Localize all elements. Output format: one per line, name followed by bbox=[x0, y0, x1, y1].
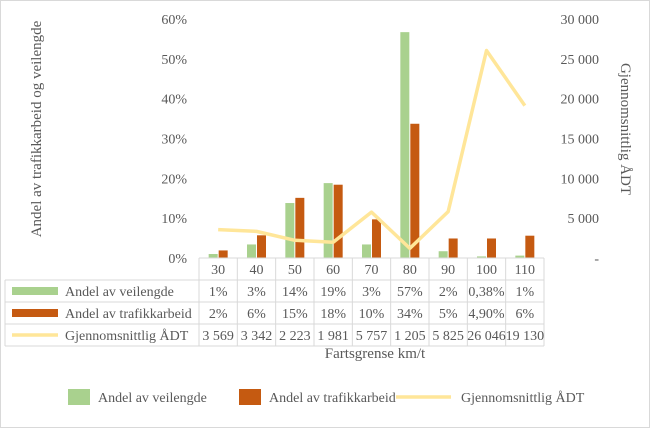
category-label: 70 bbox=[365, 263, 379, 278]
table-cell-value: 15% bbox=[282, 307, 308, 322]
left-axis-tick-label: 30% bbox=[161, 133, 187, 148]
right-axis-tick-label: 30 000 bbox=[561, 13, 600, 28]
table-cell-value: 1 981 bbox=[317, 329, 349, 344]
table-cell-value: 1% bbox=[515, 285, 534, 300]
bar-trafikkarbeid bbox=[295, 197, 305, 258]
left-axis-title: Andel av trafikkarbeid og veilengde bbox=[29, 20, 45, 237]
table-series-key bbox=[12, 287, 58, 295]
right-axis-title: Gjennomsnittlig ÅDT bbox=[617, 63, 633, 195]
right-axis-tick-label: 25 000 bbox=[561, 53, 600, 68]
table-cell-value: 18% bbox=[320, 307, 346, 322]
line-gjennomsnittlig-adt bbox=[218, 48, 527, 251]
legend-key bbox=[68, 389, 90, 405]
table-cell-value: 0,38% bbox=[468, 285, 505, 300]
bar-veilengde bbox=[323, 183, 333, 258]
table-series-name: Andel av trafikkarbeid bbox=[65, 307, 192, 322]
plot-area: 0% 10% 20% 30% 40% 50% 60% - 5 000 10 000 15 000 20… bbox=[161, 13, 599, 267]
category-label: 80 bbox=[403, 263, 417, 278]
table-cell-value: 5% bbox=[439, 307, 458, 322]
table-cell-value: 34% bbox=[397, 307, 423, 322]
bar-trafikkarbeid bbox=[448, 238, 458, 258]
table-series-name: Andel av veilengde bbox=[65, 285, 174, 300]
bar-veilengde bbox=[362, 244, 371, 258]
table-cell-value: 3% bbox=[247, 285, 266, 300]
table-cell-value: 6% bbox=[247, 307, 266, 322]
bar-veilengde bbox=[400, 32, 410, 258]
table-cell-value: 3 569 bbox=[202, 329, 234, 344]
left-axis-tick-label: 40% bbox=[161, 93, 187, 108]
legend-label: Andel av trafikkarbeid bbox=[269, 391, 396, 406]
bar-trafikkarbeid bbox=[372, 219, 381, 258]
left-axis-tick-label: 0% bbox=[168, 252, 187, 267]
bar-veilengde bbox=[438, 251, 448, 258]
table-cell-value: 57% bbox=[397, 285, 423, 300]
table-cell-value: 1% bbox=[209, 285, 228, 300]
right-axis-tick-label: 15 000 bbox=[561, 133, 600, 148]
left-axis-tick-label: 60% bbox=[161, 13, 187, 28]
table-cell-value: 19 130 bbox=[506, 329, 545, 344]
category-label: 90 bbox=[441, 263, 455, 278]
x-axis-title: Fartsgrense km/t bbox=[325, 346, 426, 362]
table-cell-value: 6% bbox=[515, 307, 534, 322]
table-cell-value: 3 342 bbox=[241, 329, 273, 344]
bar-veilengde bbox=[515, 255, 525, 258]
category-label: 40 bbox=[250, 263, 264, 278]
bar-veilengde bbox=[208, 254, 218, 258]
data-table: 30 40 50 60 70 80 90 100 110 Andel av veilengde 1%… bbox=[4, 257, 545, 347]
bar-trafikkarbeid bbox=[257, 235, 266, 258]
category-label: 110 bbox=[515, 263, 535, 278]
table-cell-value: 19% bbox=[320, 285, 346, 300]
right-axis-tick-label: 20 000 bbox=[561, 93, 600, 108]
right-axis-tick-label: 5 000 bbox=[568, 212, 600, 227]
table-cell-value: 1 205 bbox=[394, 329, 426, 344]
table-series-name: Gjennomsnittlig ÅDT bbox=[65, 328, 189, 344]
left-axis-tick-label: 50% bbox=[161, 53, 187, 68]
table-cell-value: 2% bbox=[209, 307, 228, 322]
legend-label: Andel av veilengde bbox=[98, 391, 207, 406]
table-cell-value: 10% bbox=[359, 307, 385, 322]
table-cell-value: 2% bbox=[439, 285, 458, 300]
bar-trafikkarbeid bbox=[218, 250, 228, 258]
table-cell-value: 3% bbox=[362, 285, 381, 300]
table-cell-value: 4,90% bbox=[468, 307, 505, 322]
bar-trafikkarbeid bbox=[525, 235, 535, 258]
right-axis-tick-label: - bbox=[594, 252, 599, 267]
left-axis-tick-label: 20% bbox=[161, 172, 187, 187]
legend-label: Gjennomsnittlig ÅDT bbox=[461, 390, 585, 406]
bar-trafikkarbeid bbox=[410, 123, 420, 259]
category-label: 50 bbox=[288, 263, 302, 278]
bar-veilengde bbox=[285, 203, 295, 258]
table-series-key bbox=[12, 309, 58, 317]
category-label: 30 bbox=[211, 263, 225, 278]
left-axis-tick-label: 10% bbox=[161, 212, 187, 227]
table-cell-value: 5 825 bbox=[432, 329, 464, 344]
right-axis-tick-label: 10 000 bbox=[561, 172, 600, 187]
bar-veilengde bbox=[247, 244, 256, 258]
table-cell-value: 14% bbox=[282, 285, 308, 300]
category-label: 60 bbox=[326, 263, 340, 278]
table-cell-value: 5 757 bbox=[356, 329, 388, 344]
table-cell-value: 2 223 bbox=[279, 329, 311, 344]
category-label: 100 bbox=[476, 263, 497, 278]
bar-trafikkarbeid bbox=[487, 238, 496, 258]
bar-trafikkarbeid bbox=[333, 184, 343, 258]
table-cell-value: 26 046 bbox=[467, 329, 506, 344]
legend-key bbox=[239, 389, 261, 405]
legend: Andel av veilengde Andel av trafikkarbeid… bbox=[68, 389, 585, 406]
bar-veilengde bbox=[477, 256, 486, 258]
